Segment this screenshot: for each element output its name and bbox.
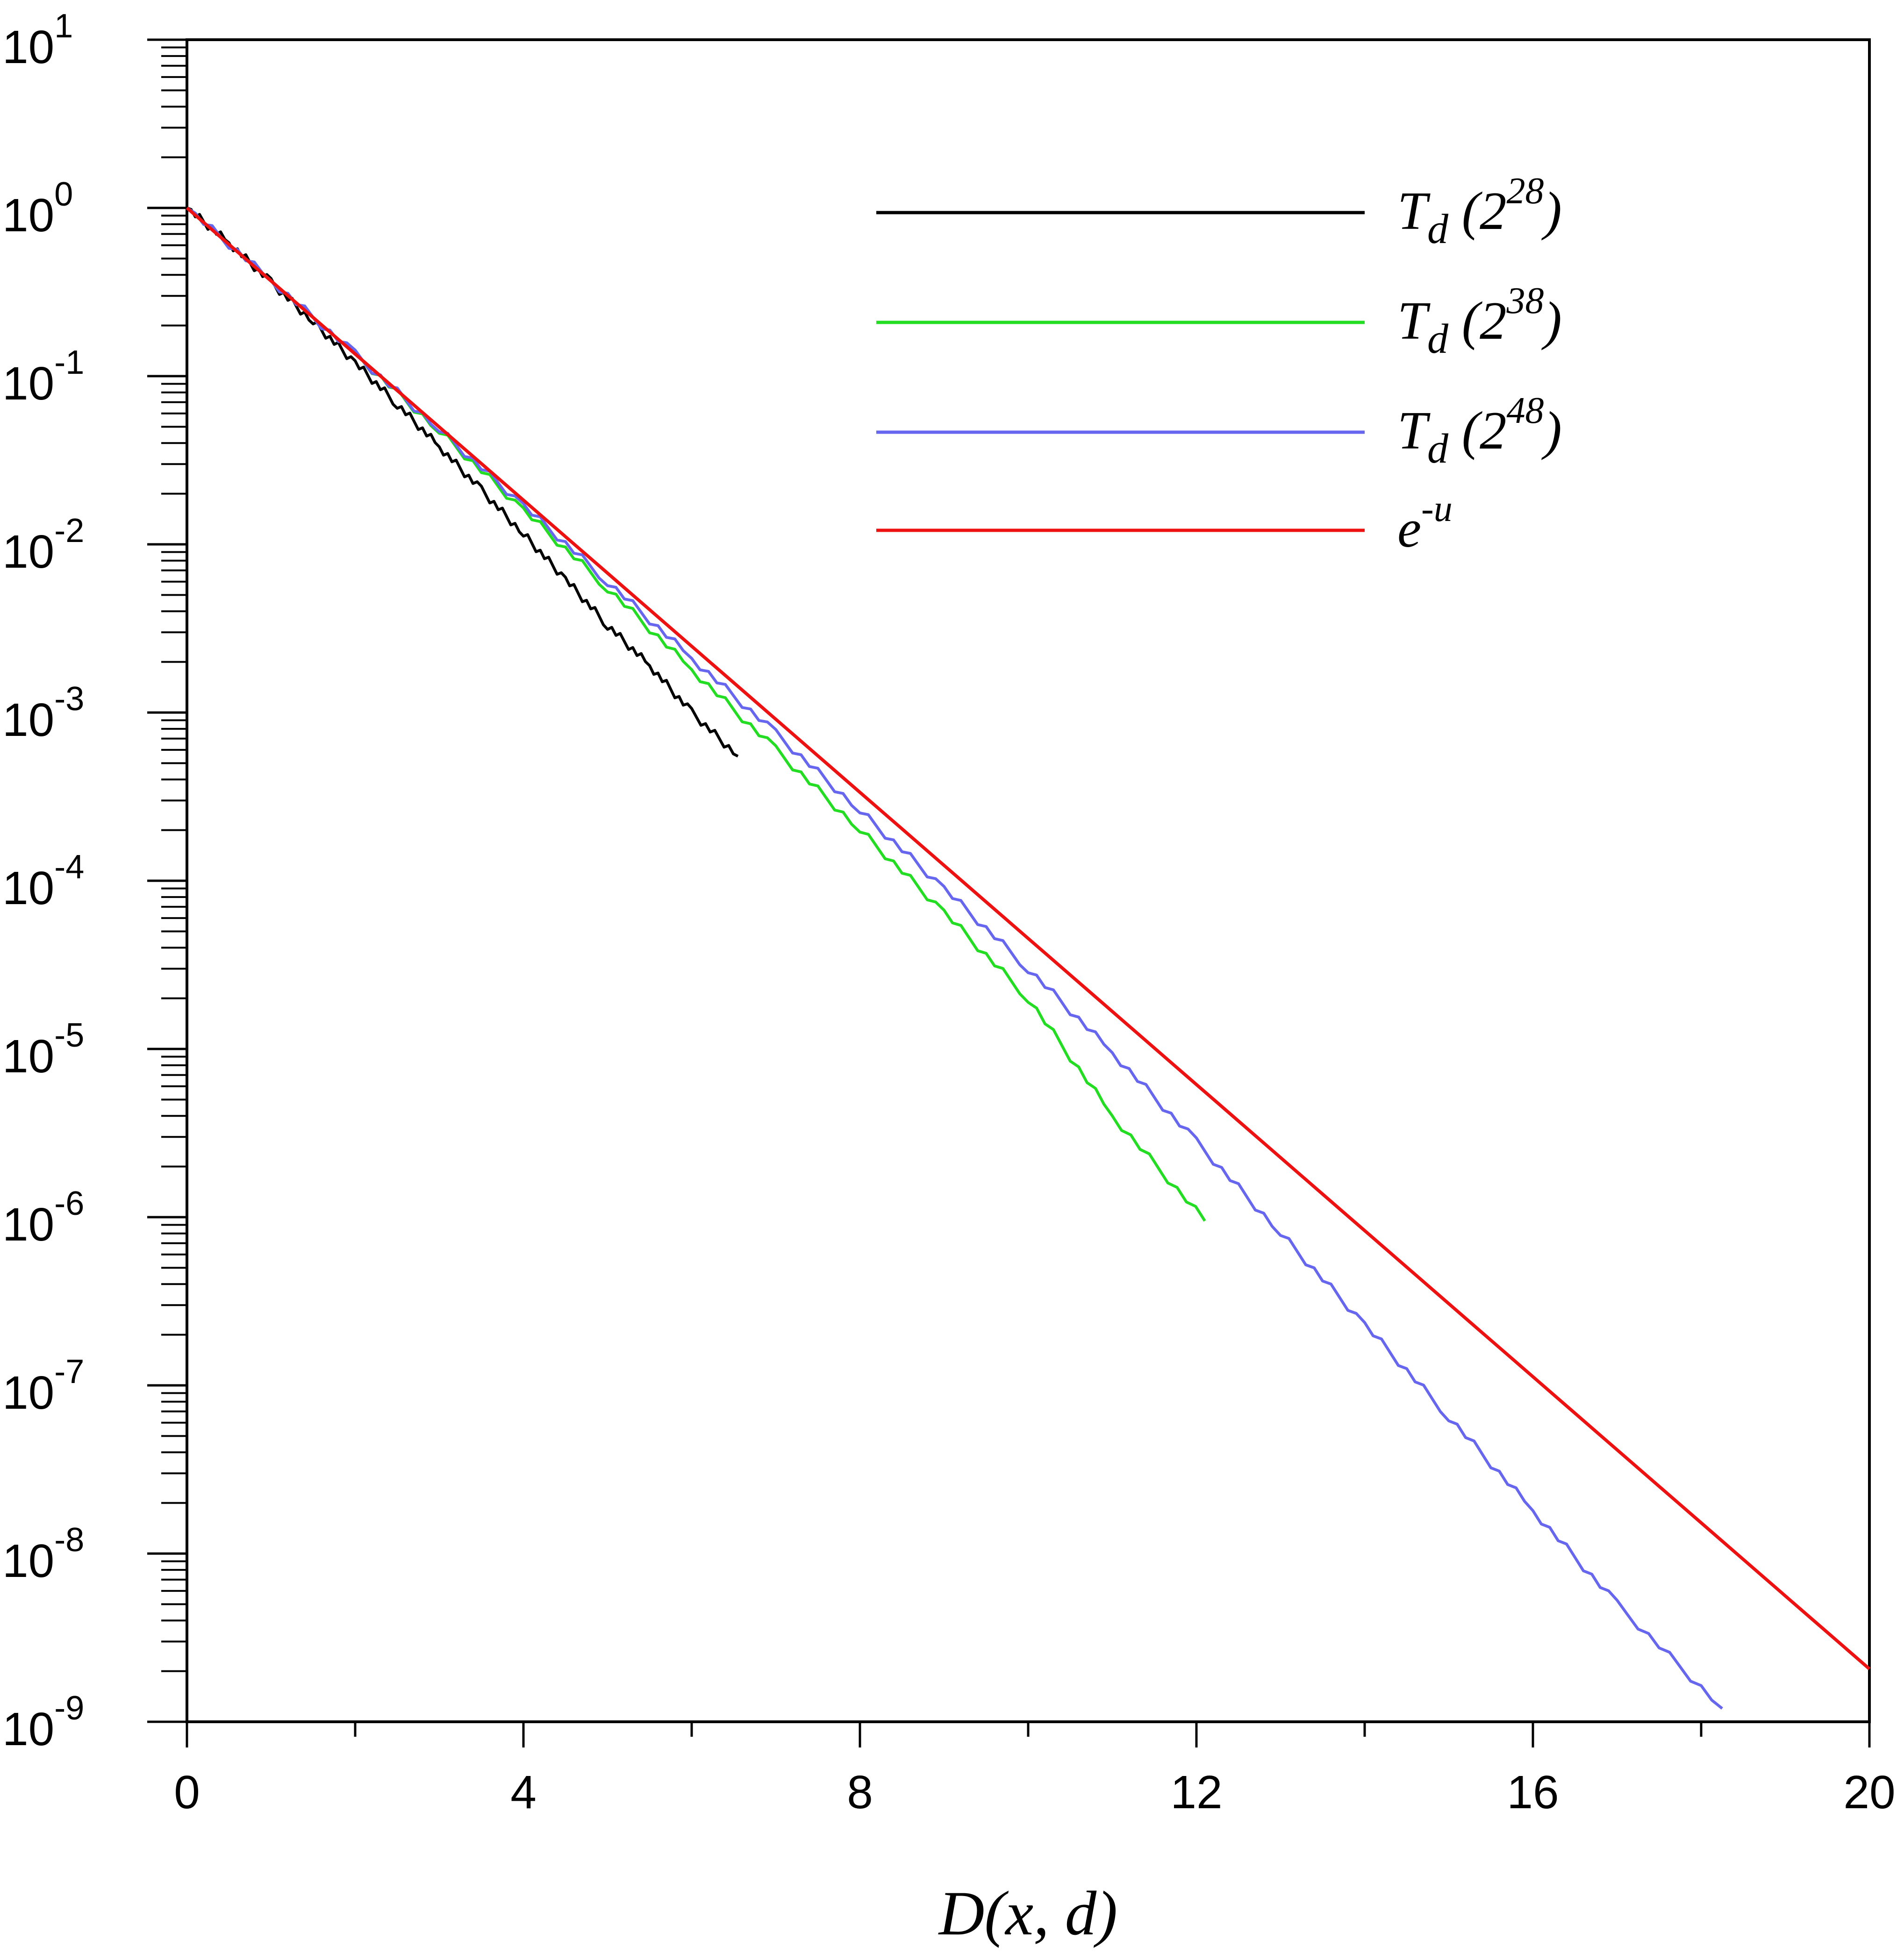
legend-label-2: Td (248) (1397, 390, 1562, 472)
y-tick-label-9: 10-8 (2, 1521, 84, 1587)
series-line-0 (186, 207, 739, 758)
x-tick-label-2: 8 (847, 1766, 873, 1819)
legend: Td (228) Td (238) Td (248) e-u (876, 171, 1562, 558)
plot-frame (186, 38, 1871, 1723)
y-tick-label-3: 10-2 (2, 512, 84, 578)
x-axis-title: D(x, d) (938, 1879, 1117, 1948)
y-tick-label-4: 10-3 (2, 680, 84, 746)
x-tick-label-0: 0 (174, 1766, 200, 1819)
x-tick-label-4: 16 (1507, 1766, 1559, 1819)
x-tick-label-3: 12 (1170, 1766, 1222, 1819)
y-tick-label-8: 10-7 (2, 1353, 84, 1419)
y-tick-label-5: 10-4 (2, 849, 84, 914)
y-axis: 101 100 10-1 10-2 10-3 10-4 10-5 10-6 10-7 10-8 10… (2, 7, 187, 1755)
legend-label-0: Td (228) (1397, 171, 1562, 252)
series-line-3 (186, 207, 1871, 1670)
y-tick-label-2: 10-1 (2, 344, 84, 410)
legend-label-3: e-u (1397, 488, 1453, 558)
x-tick-label-5: 20 (1843, 1766, 1895, 1819)
y-tick-label-0: 101 (2, 7, 73, 73)
x-axis: 0 4 8 12 16 20 (174, 1722, 1896, 1819)
legend-label-1: Td (238) (1397, 280, 1562, 362)
y-tick-label-1: 100 (2, 176, 73, 242)
x-tick-label-1: 4 (510, 1766, 537, 1819)
series-line-2 (186, 207, 1723, 1710)
y-tick-label-6: 10-5 (2, 1017, 84, 1083)
y-tick-label-10: 10-9 (2, 1690, 84, 1755)
y-tick-label-7: 10-6 (2, 1185, 84, 1251)
series-layer (186, 207, 1871, 1710)
